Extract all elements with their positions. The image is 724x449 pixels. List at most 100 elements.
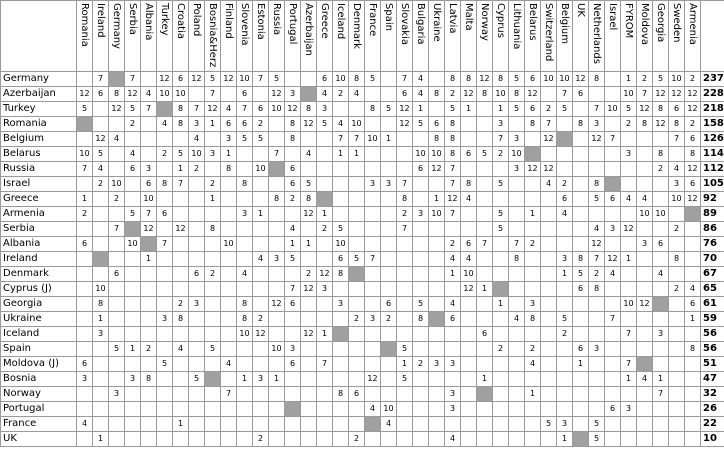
score-cell: 5: [364, 71, 381, 87]
score-cell: [588, 386, 605, 402]
score-cell: [380, 206, 397, 222]
score-cell: 5: [476, 146, 493, 162]
column-header: Croatia: [172, 0, 189, 72]
score-cell: 10: [508, 146, 525, 162]
score-cell: [460, 401, 477, 417]
score-cell: [492, 401, 509, 417]
score-cell: [604, 86, 621, 102]
score-cell: 1: [524, 386, 541, 402]
score-cell: 8: [508, 86, 525, 102]
score-cell: [620, 386, 637, 402]
score-cell: [252, 341, 269, 357]
score-cell: [172, 356, 189, 372]
score-cell: [620, 416, 637, 432]
score-cell: [524, 221, 541, 237]
score-cell: [428, 71, 445, 87]
score-cell: 12: [396, 101, 413, 117]
score-cell: 1: [204, 191, 221, 207]
score-cell: [556, 386, 573, 402]
score-cell: [492, 266, 509, 282]
score-cell: [460, 116, 477, 132]
score-cell: [204, 431, 221, 447]
score-cell: [332, 161, 349, 177]
score-cell: [668, 326, 685, 342]
score-cell: 4: [236, 266, 253, 282]
score-cell: [396, 416, 413, 432]
score-cell: 3: [604, 221, 621, 237]
score-cell: 1: [684, 311, 701, 327]
score-cell: 7: [140, 206, 157, 222]
score-cell: [316, 236, 333, 252]
score-cell: [540, 236, 557, 252]
score-cell: [652, 341, 669, 357]
score-cell: 4: [556, 206, 573, 222]
column-header: Greece: [316, 0, 333, 72]
score-cell: 12: [620, 221, 637, 237]
column-label: Malta: [463, 3, 474, 31]
country-row: Denmark 6 6 2 4 2 12 8 1 10 1 5 2 4 4 67: [0, 266, 724, 282]
score-cell: 10: [412, 146, 429, 162]
score-cell: [284, 146, 301, 162]
score-cell: 12: [588, 236, 605, 252]
score-cell: [396, 236, 413, 252]
country-name: Armenia: [0, 206, 77, 222]
column-header: Serbia: [124, 0, 141, 72]
score-cell: [556, 146, 573, 162]
column-label: Armenia: [687, 3, 698, 45]
score-cell: 1: [300, 236, 317, 252]
score-cell: [284, 371, 301, 387]
column-header: Portugal: [284, 0, 301, 72]
score-cell: 6: [220, 116, 237, 132]
score-cell: [668, 146, 685, 162]
score-cell: [172, 326, 189, 342]
score-cell: 7: [604, 131, 621, 147]
score-cell: [156, 371, 173, 387]
score-cell: [588, 371, 605, 387]
score-cell: 7: [620, 326, 637, 342]
score-cell: [380, 86, 397, 102]
score-cell: 7: [444, 206, 461, 222]
total-score: 89: [700, 206, 724, 222]
score-cell: [204, 296, 221, 312]
score-cell: [428, 251, 445, 267]
score-cell: 12: [524, 161, 541, 177]
score-cell: [508, 356, 525, 372]
score-cell: [460, 356, 477, 372]
score-cell: 12: [268, 296, 285, 312]
score-cell: 1: [476, 371, 493, 387]
score-cell: [76, 221, 93, 237]
score-cell: [188, 86, 205, 102]
score-cell: 8: [428, 131, 445, 147]
score-cell: 12: [652, 86, 669, 102]
score-cell: [636, 326, 653, 342]
score-cell: 7: [476, 236, 493, 252]
score-cell: [140, 116, 157, 132]
score-cell: [300, 251, 317, 267]
column-label: Portugal: [287, 3, 298, 45]
score-cell: 1: [316, 206, 333, 222]
score-cell: [220, 221, 237, 237]
score-cell: [428, 266, 445, 282]
score-cell: 2: [684, 71, 701, 87]
score-cell: [236, 191, 253, 207]
score-cell: [300, 371, 317, 387]
score-cell: 8: [652, 146, 669, 162]
country-name: Cyprus (J): [0, 281, 77, 297]
score-cell: 7: [620, 356, 637, 372]
score-cell: [108, 356, 125, 372]
score-cell: [572, 311, 589, 327]
score-cell: [508, 281, 525, 297]
country-row: Israel 2 10 6 8 7 2 8 6 5 3 3 7 7 8 5 4 2 8 3 6 105: [0, 176, 724, 192]
score-cell: 3: [156, 311, 173, 327]
score-cell: [220, 416, 237, 432]
country-name: Belarus: [0, 146, 77, 162]
score-cell: [444, 341, 461, 357]
score-cell: [428, 371, 445, 387]
score-cell: [508, 206, 525, 222]
column-label: Germany: [111, 3, 122, 49]
score-cell: 5: [348, 251, 365, 267]
score-cell: 12: [204, 101, 221, 117]
score-cell: 4: [636, 371, 653, 387]
score-cell: [268, 356, 285, 372]
